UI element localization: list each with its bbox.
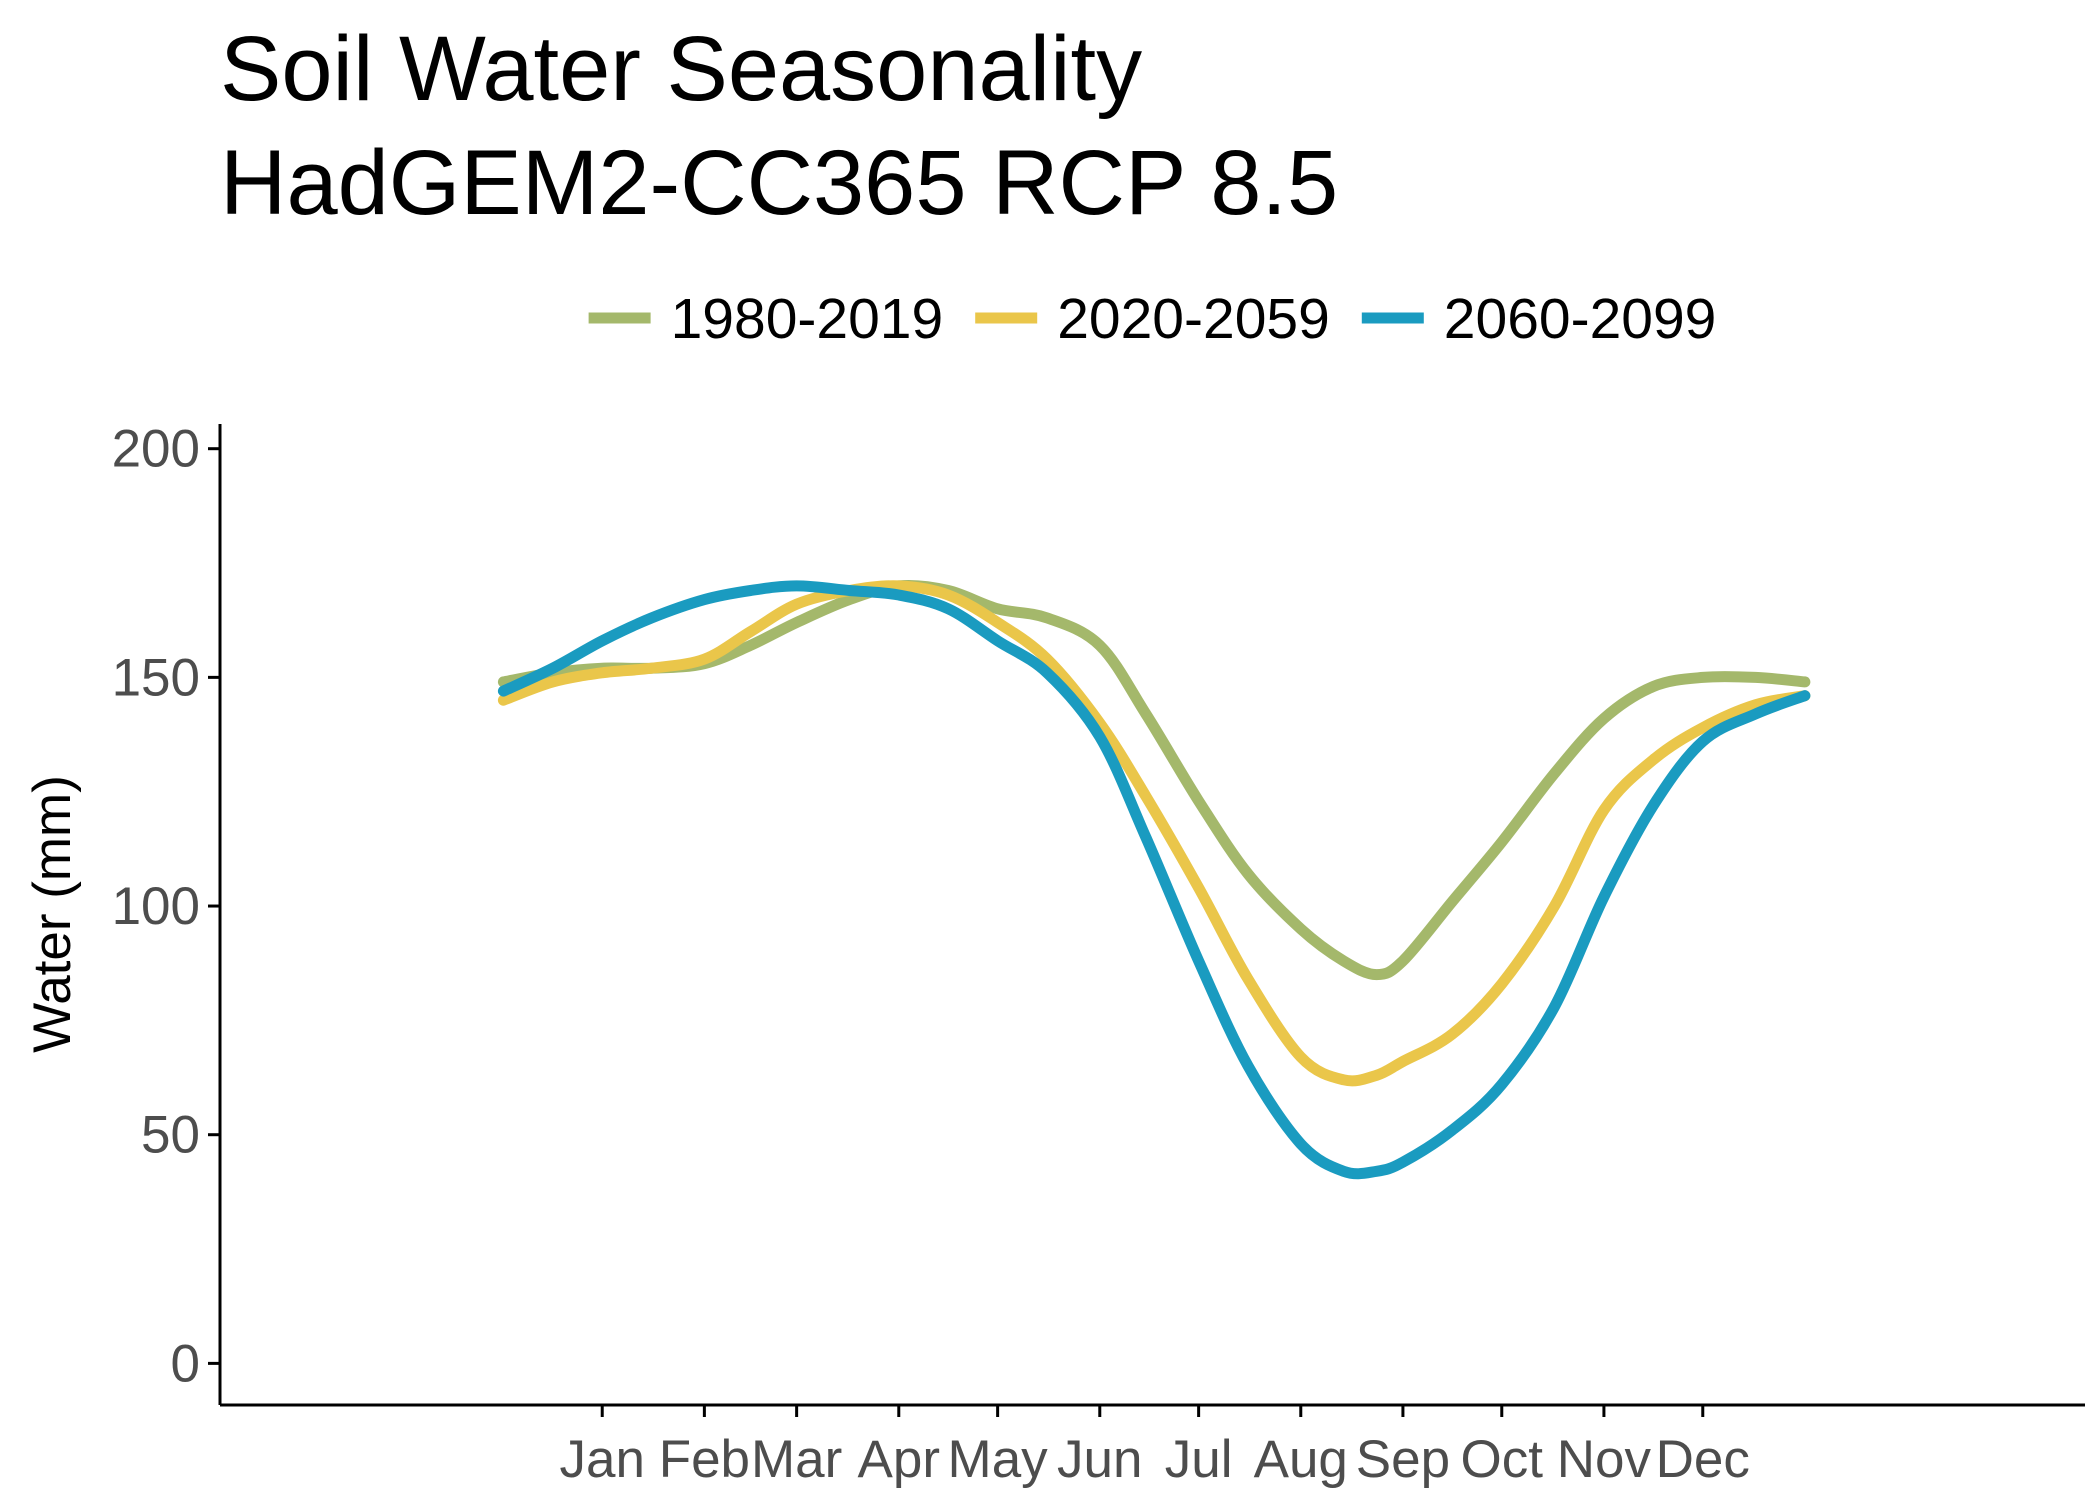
chart-title: Soil Water Seasonality [220,18,1142,120]
x-tick-label-oct: Oct [1461,1430,1544,1489]
x-tick-label-jan: Jan [559,1430,644,1489]
legend-label-2020-2059: 2020-2059 [1057,287,1330,351]
y-axis-ticks: 0 50 100 150 200 [112,420,220,1393]
legend-label-1980-2019: 1980-2019 [671,287,944,351]
series-line-2060-2099 [497,580,1811,1180]
x-tick-label-jul: Jul [1165,1430,1233,1489]
y-axis-title: Water (mm) [23,775,82,1053]
x-tick-label-aug: Aug [1254,1430,1348,1489]
legend-label-2060-2099: 2060-2099 [1444,287,1717,351]
x-tick-label-may: May [948,1430,1049,1489]
x-tick-label-jun: Jun [1057,1430,1142,1489]
series-group [497,579,1811,1180]
y-tick-label-0: 0 [171,1334,200,1393]
chart-subtitle: HadGEM2-CC365 RCP 8.5 [220,132,1338,234]
y-tick-label-50: 50 [141,1106,200,1165]
x-tick-label-sep: Sep [1356,1430,1450,1489]
legend: 1980-2019 2020-2059 2060-2099 [588,287,1717,351]
y-tick-label-200: 200 [112,420,200,479]
x-tick-label-apr: Apr [858,1430,940,1489]
x-tick-label-dec: Dec [1656,1430,1750,1489]
x-tick-label-mar: Mar [751,1430,842,1489]
x-tick-label-nov: Nov [1557,1430,1652,1489]
x-axis-ticks: Jan Feb Mar Apr May Jun Jul Aug Sep Oct Nov Dec [559,1405,1750,1489]
x-tick-label-feb: Feb [659,1430,750,1489]
y-tick-label-150: 150 [112,648,200,707]
y-tick-label-100: 100 [112,877,200,936]
series-line-2020-2059 [497,580,1811,1087]
series-line-1980-2019 [497,579,1811,981]
